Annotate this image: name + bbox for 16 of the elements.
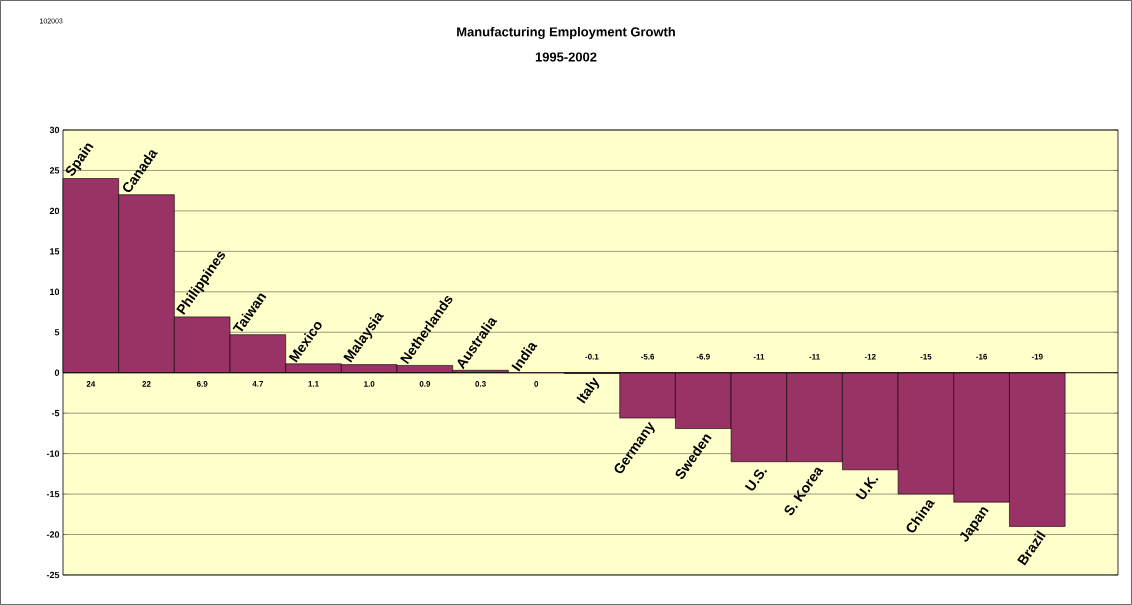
y-tick-label: -25	[46, 571, 60, 579]
y-tick-label: 20	[49, 207, 60, 215]
y-tick-label: 5	[54, 329, 60, 336]
y-tick-label: -10	[46, 450, 60, 457]
x-tick-label: U.S.	[744, 469, 768, 491]
y-tick-label: -15	[46, 490, 60, 498]
y-tick-label: 30	[49, 126, 60, 134]
y-tick-label: 25	[49, 167, 60, 174]
y-tick-label: 15	[50, 248, 60, 255]
y-tick-label: 0	[54, 369, 60, 376]
chart-subtitle: 1995-2002	[535, 52, 597, 62]
x-tick-label: U.K.	[855, 476, 879, 500]
chart-title: Manufacturing Employment Growth	[457, 26, 675, 40]
y-tick-label: -20	[46, 531, 60, 538]
y-tick-label: -5	[51, 410, 60, 417]
y-tick-label: 10	[50, 288, 60, 295]
